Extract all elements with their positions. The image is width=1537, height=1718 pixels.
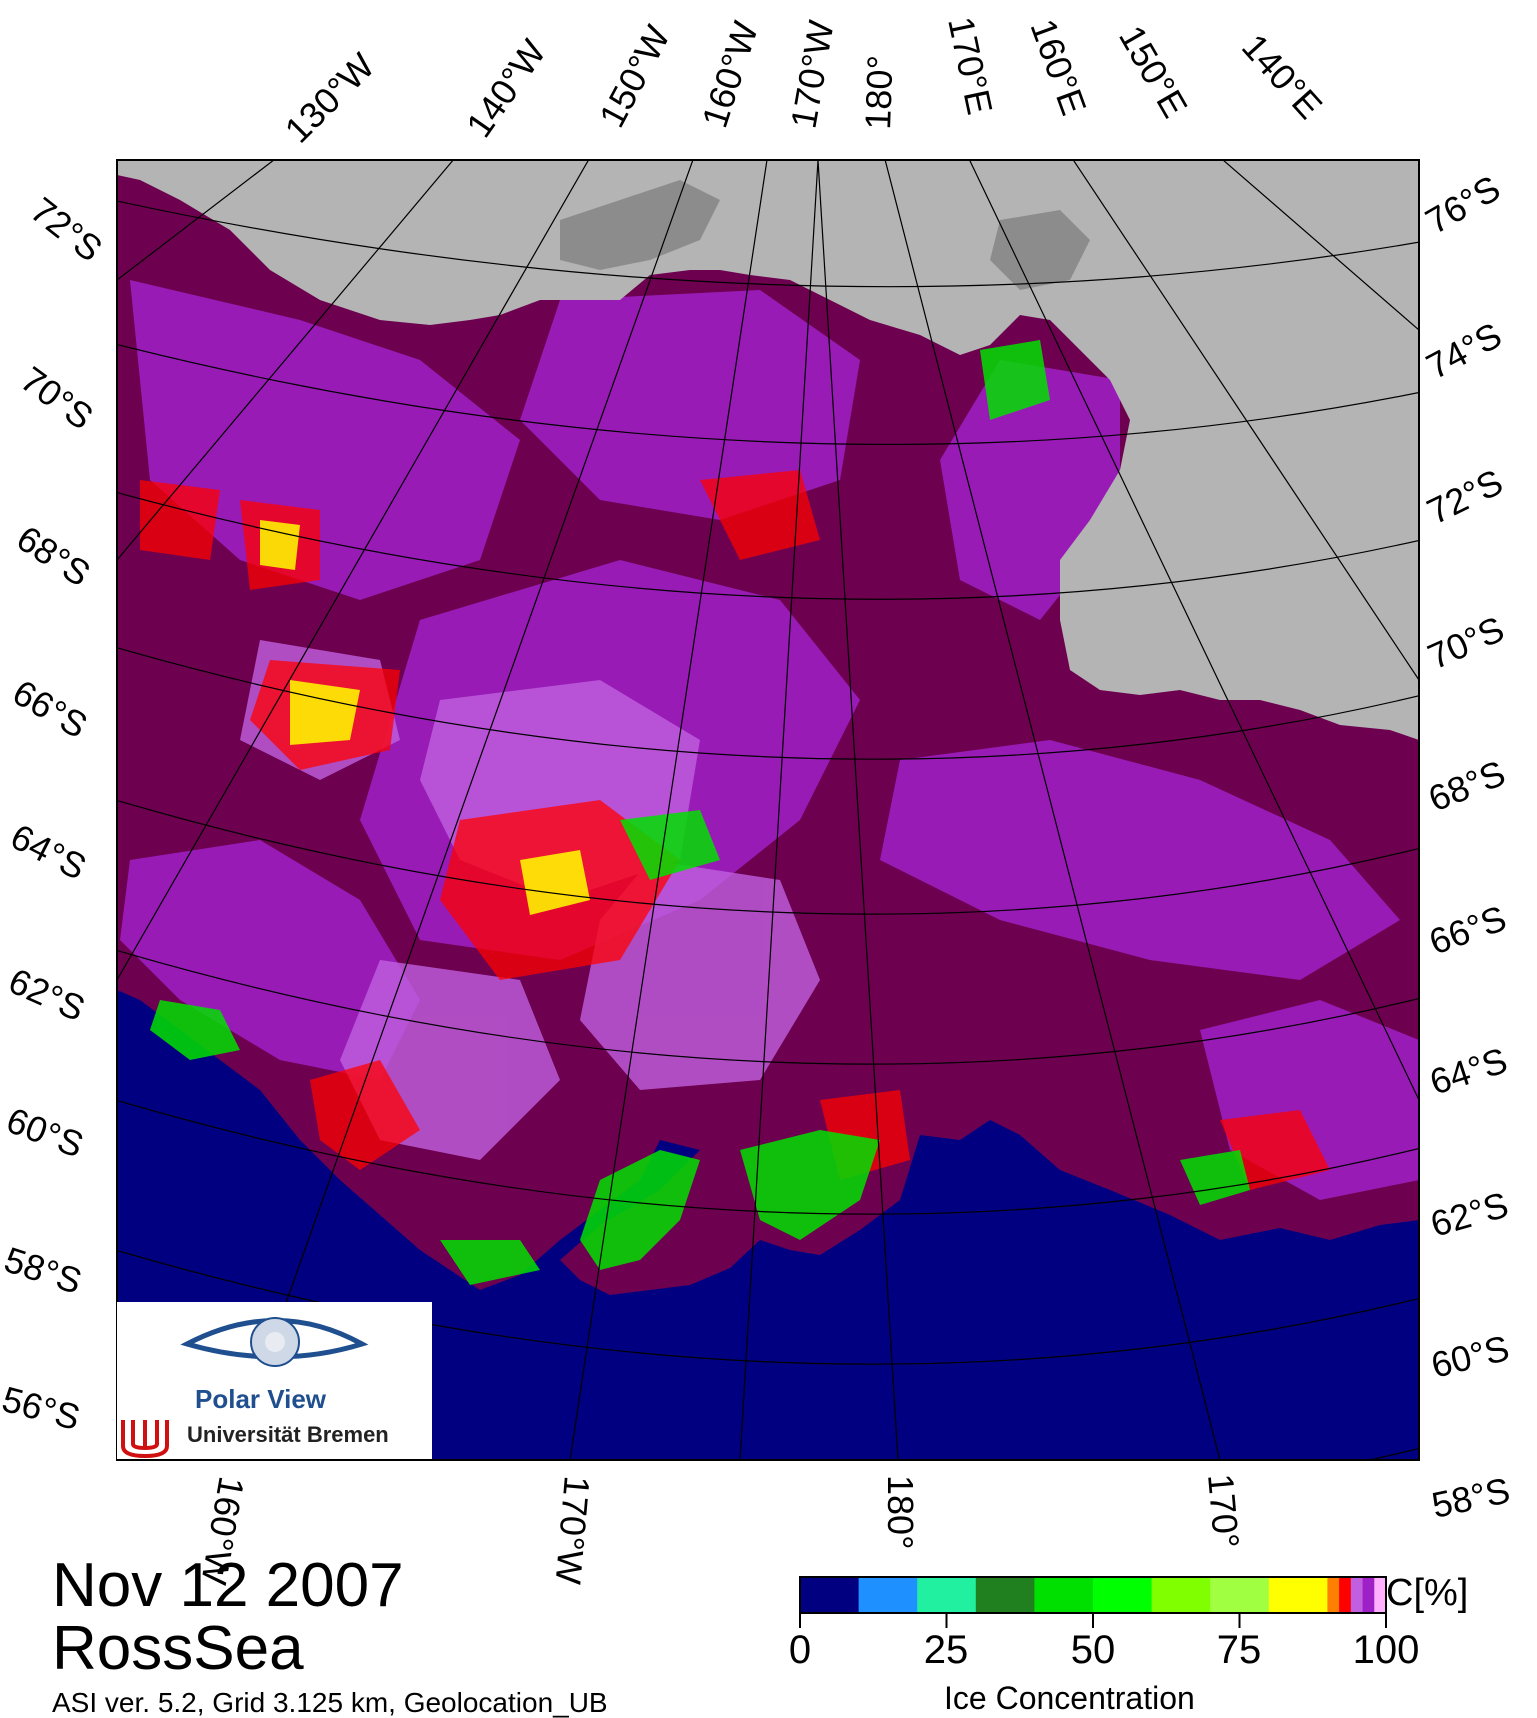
right-lat-label: 72°S	[1421, 461, 1509, 532]
bottom-lon-label: 170°W	[548, 1474, 598, 1586]
right-lat-label: 62°S	[1426, 1184, 1513, 1245]
left-lat-label: 56°S	[0, 1378, 84, 1438]
land-shadow	[560, 180, 1090, 290]
colorbar-segment	[1151, 1577, 1211, 1613]
colorbar-segment	[975, 1577, 1035, 1613]
colorbar-segment	[917, 1577, 977, 1613]
colorbar-segment	[1268, 1577, 1328, 1613]
bottom-lon-label: 170°	[1200, 1472, 1247, 1550]
left-lat-label: 66°S	[6, 671, 94, 746]
colorbar-segment	[800, 1577, 860, 1613]
colorbar-unit: C[%]	[1386, 1572, 1469, 1614]
top-lon-label: 140°W	[458, 32, 554, 144]
colorbar-segment	[1327, 1577, 1340, 1613]
top-lon-label: 150°E	[1111, 19, 1196, 125]
right-lat-label: 70°S	[1422, 608, 1510, 677]
colorbar-title: Ice Concentration	[944, 1680, 1195, 1716]
bottom-lon-label: 180°	[880, 1475, 921, 1549]
right-lat-label: 66°S	[1424, 897, 1512, 962]
polar-view-logo: Polar View Universität Bremen	[117, 1302, 432, 1459]
top-lon-label: 150°W	[591, 19, 678, 134]
colorbar-segment	[1093, 1577, 1153, 1613]
top-lon-label: 140°E	[1234, 26, 1330, 127]
left-lat-label: 62°S	[3, 960, 91, 1029]
graticule	[117, 160, 1419, 1460]
date-title: Nov 12 2007	[52, 1551, 404, 1620]
colorbar-segment	[1339, 1577, 1352, 1613]
left-lat-label: 68°S	[10, 517, 98, 594]
colorbar-segment	[858, 1577, 918, 1613]
logo-subtitle: Universität Bremen	[187, 1422, 389, 1447]
colorbar-tick-label: 25	[923, 1628, 969, 1672]
left-lat-label: 72°S	[23, 189, 110, 270]
logo-title: Polar View	[195, 1384, 327, 1414]
colorbar-ticks	[799, 1613, 1387, 1628]
colorbar-tick-label: 75	[1216, 1628, 1262, 1672]
low-ice-patches	[140, 470, 1330, 1190]
region-title: RossSea	[52, 1614, 304, 1683]
right-lat-label: 60°S	[1427, 1327, 1513, 1386]
eye-icon	[121, 1317, 369, 1459]
colorbar-segment	[1350, 1577, 1364, 1613]
top-lon-label: 170°W	[783, 17, 842, 131]
footnote: ASI ver. 5.2, Grid 3.125 km, Geolocation…	[52, 1687, 608, 1718]
left-lat-label: 70°S	[13, 358, 101, 437]
left-lat-label: 64°S	[4, 816, 93, 888]
right-lat-label: 58°S	[1428, 1469, 1513, 1525]
colorbar-segment	[1374, 1577, 1387, 1613]
colorbar-tick-label: 0	[788, 1628, 812, 1672]
colorbar-segment	[1034, 1577, 1094, 1613]
antarctic-land	[117, 160, 1419, 740]
left-lat-label: 60°S	[1, 1099, 89, 1165]
very-low-ice-patches	[260, 520, 590, 915]
colorbar-segment	[1210, 1577, 1270, 1613]
right-lat-label: 64°S	[1425, 1039, 1512, 1102]
top-lon-label: 180°	[857, 54, 901, 130]
right-lat-label: 68°S	[1423, 752, 1511, 819]
colorbar-tick-label: 50	[1070, 1628, 1116, 1672]
map-frame	[116, 159, 1420, 1461]
colorbar-tick-label: 100	[1352, 1628, 1420, 1672]
colorbar	[800, 1577, 1387, 1613]
colorbar-segment	[1362, 1577, 1375, 1613]
top-lon-label: 160°W	[694, 17, 767, 133]
left-lat-label: 58°S	[0, 1239, 87, 1302]
top-lon-label: 170°E	[940, 13, 1001, 118]
right-lat-label: 74°S	[1420, 314, 1509, 387]
top-lon-label: 130°W	[277, 45, 383, 151]
right-lat-label: 76°S	[1419, 167, 1507, 242]
top-lon-label: 160°E	[1022, 14, 1094, 121]
